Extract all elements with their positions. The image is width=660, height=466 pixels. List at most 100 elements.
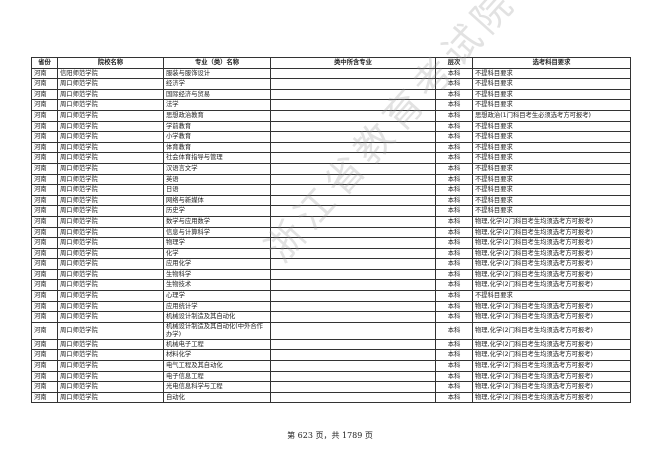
cell-level: 本科 [435,215,473,228]
cell-level: 本科 [435,120,473,133]
cell-subject-requirement: 不提科目要求 [472,152,631,164]
cell-province: 河南 [31,360,58,372]
table-row: 河南 周口师范学院 电子信息工程 本科 物理,化学(2门科目考生均须选考方可报考) [31,370,631,383]
cell-major: 网络与新媒体 [163,194,271,207]
cell-subject-requirement: 不提科目要求 [472,162,631,175]
cell-province: 河南 [31,237,58,249]
cell-level: 本科 [435,381,473,393]
cell-subject-requirement: 物理,化学(2门科目考生均须选考方可报考) [472,237,631,249]
cell-level: 本科 [435,279,473,292]
cell-included-majors [270,226,436,239]
cell-level: 本科 [435,184,473,196]
cell-subject-requirement: 不提科目要求 [472,290,631,302]
cell-major: 历史学 [163,205,271,217]
header-school: 院校名称 [57,57,164,69]
cell-included-majors [270,279,436,292]
cell-major: 信息与计算科学 [163,226,271,239]
cell-subject-requirement: 物理,化学(2门科目考生均须选考方可报考) [472,226,631,239]
table-row: 河南 周口师范学院 心理学 本科 不提科目要求 [31,290,631,302]
cell-included-majors [270,311,436,323]
table-row: 河南 周口师范学院 电气工程及其自动化 本科 物理,化学(2门科目考生均须选考方可报考) [31,360,631,372]
cell-major: 机械设计制造及其自动化(中外合作办学) [163,321,271,340]
cell-level: 本科 [435,311,473,323]
cell-school: 周口师范学院 [57,226,164,239]
cell-level: 本科 [435,360,473,372]
cell-included-majors [270,300,436,313]
cell-major: 小学教育 [163,131,271,143]
cell-included-majors [270,205,436,217]
cell-subject-requirement: 不提科目要求 [472,205,631,217]
cell-included-majors [270,194,436,207]
header-level: 层次 [435,57,473,69]
cell-included-majors [270,78,436,90]
cell-subject-requirement: 物理,化学(2门科目考生均须选考方可报考) [472,215,631,228]
cell-province: 河南 [31,311,58,323]
cell-subject-requirement: 不提科目要求 [472,173,631,186]
table-row: 河南 周口师范学院 体育教育 本科 不提科目要求 [31,141,631,154]
cell-school: 周口师范学院 [57,360,164,372]
cell-province: 河南 [31,391,58,404]
cell-school: 周口师范学院 [57,258,164,270]
cell-subject-requirement: 物理,化学(2门科目考生均须选考方可报考) [472,258,631,270]
cell-included-majors [270,237,436,249]
page-footer: 第 623 页，共 1789 页 [287,431,373,440]
cell-province: 河南 [31,67,58,80]
cell-major: 服装与服饰设计 [163,67,271,80]
cell-province: 河南 [31,109,58,122]
cell-subject-requirement: 物理,化学(2门科目考生均须选考方可报考) [472,268,631,281]
cell-subject-requirement: 物理,化学(2门科目考生均须选考方可报考) [472,247,631,260]
cell-major: 学前教育 [163,120,271,133]
cell-province: 河南 [31,184,58,196]
cell-subject-requirement: 物理,化学(2门科目考生均须选考方可报考) [472,349,631,362]
cell-included-majors [270,67,436,80]
table-row: 河南 周口师范学院 信息与计算科学 本科 物理,化学(2门科目考生均须选考方可报考) [31,226,631,239]
cell-subject-requirement: 不提科目要求 [472,141,631,154]
cell-school: 周口师范学院 [57,99,164,111]
cell-included-majors [270,184,436,196]
cell-school: 周口师范学院 [57,300,164,313]
cell-level: 本科 [435,258,473,270]
table-row: 河南 周口师范学院 日语 本科 不提科目要求 [31,184,631,196]
cell-school: 周口师范学院 [57,338,164,351]
cell-level: 本科 [435,78,473,90]
cell-major: 应用统计学 [163,300,271,313]
table-row: 河南 周口师范学院 国际经济与贸易 本科 不提科目要求 [31,88,631,101]
cell-level: 本科 [435,99,473,111]
cell-included-majors [270,381,436,393]
cell-province: 河南 [31,162,58,175]
table-header-row: 省份 院校名称 专业（类）名称 类中所含专业 层次 选考科目要求 [31,57,631,69]
cell-included-majors [270,391,436,404]
cell-school: 信阳师范学院 [57,67,164,80]
cell-major: 法学 [163,99,271,111]
cell-school: 周口师范学院 [57,370,164,383]
table-row: 河南 周口师范学院 数学与应用数学 本科 物理,化学(2门科目考生均须选考方可报考) [31,215,631,228]
cell-level: 本科 [435,194,473,207]
cell-level: 本科 [435,88,473,101]
table-row: 河南 周口师范学院 法学 本科 不提科目要求 [31,99,631,111]
cell-included-majors [270,370,436,383]
table-row: 河南 周口师范学院 社会体育指导与管理 本科 不提科目要求 [31,152,631,164]
cell-subject-requirement: 不提科目要求 [472,194,631,207]
cell-major: 材料化学 [163,349,271,362]
cell-major: 心理学 [163,290,271,302]
cell-province: 河南 [31,78,58,90]
cell-level: 本科 [435,247,473,260]
cell-province: 河南 [31,370,58,383]
cell-school: 周口师范学院 [57,237,164,249]
cell-province: 河南 [31,215,58,228]
cell-level: 本科 [435,131,473,143]
table-row: 河南 周口师范学院 小学教育 本科 不提科目要求 [31,131,631,143]
cell-included-majors [270,88,436,101]
cell-major: 化学 [163,247,271,260]
cell-province: 河南 [31,194,58,207]
cell-subject-requirement: 不提科目要求 [472,99,631,111]
table-row: 河南 周口师范学院 思想政治教育 本科 思想政治(1门科目考生必须选考方可报考) [31,109,631,122]
cell-province: 河南 [31,205,58,217]
table-row: 河南 周口师范学院 机械电子工程 本科 物理,化学(2门科目考生均须选考方可报考) [31,338,631,351]
cell-major: 生物技术 [163,279,271,292]
cell-school: 周口师范学院 [57,109,164,122]
cell-school: 周口师范学院 [57,194,164,207]
cell-level: 本科 [435,226,473,239]
cell-included-majors [270,99,436,111]
table-row: 河南 周口师范学院 物理学 本科 物理,化学(2门科目考生均须选考方可报考) [31,237,631,249]
